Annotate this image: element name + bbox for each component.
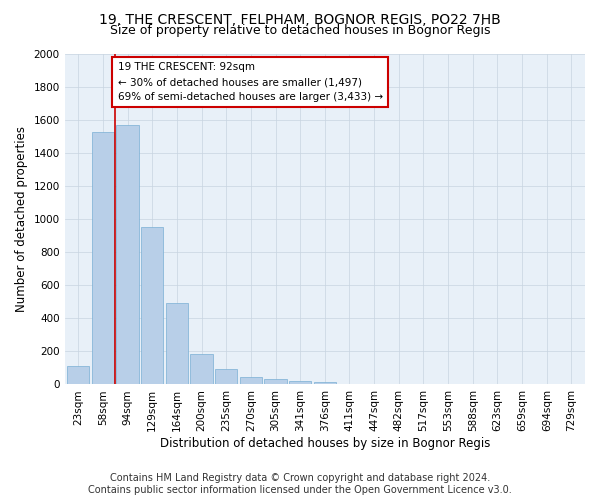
Text: Size of property relative to detached houses in Bognor Regis: Size of property relative to detached ho…	[110, 24, 490, 37]
Bar	[141, 228, 163, 384]
Text: Contains HM Land Registry data © Crown copyright and database right 2024.
Contai: Contains HM Land Registry data © Crown c…	[88, 474, 512, 495]
Bar	[289, 381, 311, 384]
X-axis label: Distribution of detached houses by size in Bognor Regis: Distribution of detached houses by size …	[160, 437, 490, 450]
Bar	[166, 304, 188, 384]
Bar	[67, 366, 89, 384]
Bar	[116, 125, 139, 384]
Bar	[190, 354, 212, 384]
Bar	[92, 132, 114, 384]
Text: 19 THE CRESCENT: 92sqm
← 30% of detached houses are smaller (1,497)
69% of semi-: 19 THE CRESCENT: 92sqm ← 30% of detached…	[118, 62, 383, 102]
Bar	[215, 369, 237, 384]
Y-axis label: Number of detached properties: Number of detached properties	[15, 126, 28, 312]
Text: 19, THE CRESCENT, FELPHAM, BOGNOR REGIS, PO22 7HB: 19, THE CRESCENT, FELPHAM, BOGNOR REGIS,…	[99, 12, 501, 26]
Bar	[314, 382, 336, 384]
Bar	[240, 377, 262, 384]
Bar	[265, 378, 287, 384]
